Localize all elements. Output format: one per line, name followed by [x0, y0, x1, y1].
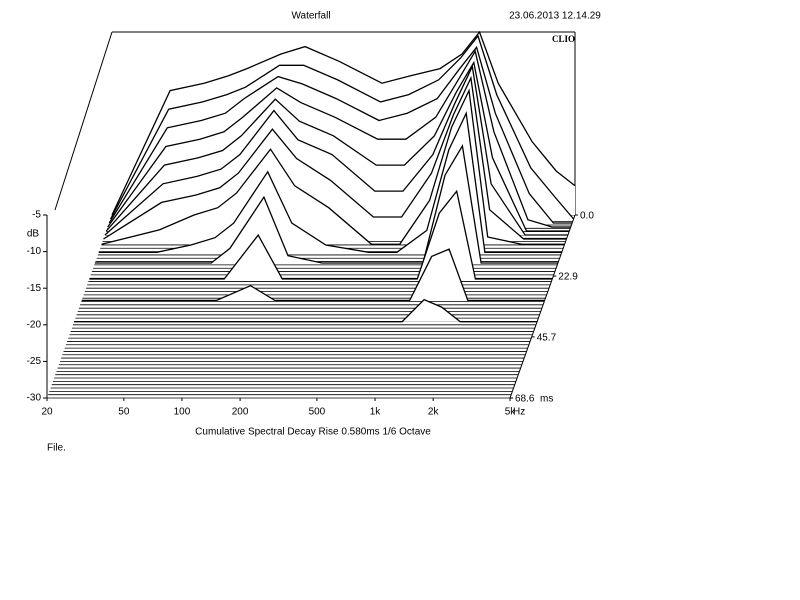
frame	[509, 214, 576, 399]
slice-curve	[110, 34, 575, 220]
z-tick-label: 68.6	[515, 394, 535, 405]
footer: File.	[47, 443, 66, 454]
y-tick-label: -20	[27, 319, 42, 330]
x-tick-label: 2k	[428, 407, 440, 418]
x-unit: Hz	[513, 407, 525, 418]
y-tick-label: -30	[27, 393, 42, 404]
slice-curve	[94, 144, 558, 264]
x-tick-label: 500	[309, 407, 326, 418]
x-tick-label: 200	[232, 407, 249, 418]
slice-curve	[108, 45, 573, 224]
x-tick-label: 50	[118, 407, 130, 418]
x-tick-label: 20	[41, 407, 53, 418]
z-tick-label: 0.0	[580, 211, 594, 222]
slice-curve	[89, 189, 553, 280]
y-unit: dB	[27, 229, 40, 240]
y-tick-label: -10	[27, 246, 42, 257]
slice-curve	[105, 60, 570, 232]
timestamp: 23.06.2013 12.14.29	[509, 11, 601, 22]
z-tick-label: 45.7	[537, 333, 557, 344]
y-tick-label: -5	[32, 210, 41, 221]
frame	[54, 31, 113, 211]
x-tick-label: 1k	[370, 407, 382, 418]
slice-curve	[107, 49, 571, 228]
y-tick-label: -15	[27, 283, 42, 294]
y-tick-label: -25	[27, 356, 42, 367]
slice-curve	[98, 111, 562, 253]
slice-curve	[111, 30, 576, 216]
z-tick-label: 22.9	[558, 272, 578, 283]
slice-curve	[81, 248, 545, 302]
slice-fill	[74, 299, 538, 322]
z-unit: ms	[540, 394, 553, 405]
slice-curve	[101, 88, 565, 245]
slice-curve	[104, 64, 568, 236]
slice-curve	[103, 75, 567, 240]
x-tick-label: 5k	[505, 407, 517, 418]
slice-curve	[74, 298, 538, 323]
x-tick-label: 100	[174, 407, 191, 418]
x-axis-label: Cumulative Spectral Decay Rise 0.580ms 1…	[195, 427, 431, 438]
chart-title: Waterfall	[291, 11, 330, 22]
brand: CLIO	[552, 34, 575, 44]
